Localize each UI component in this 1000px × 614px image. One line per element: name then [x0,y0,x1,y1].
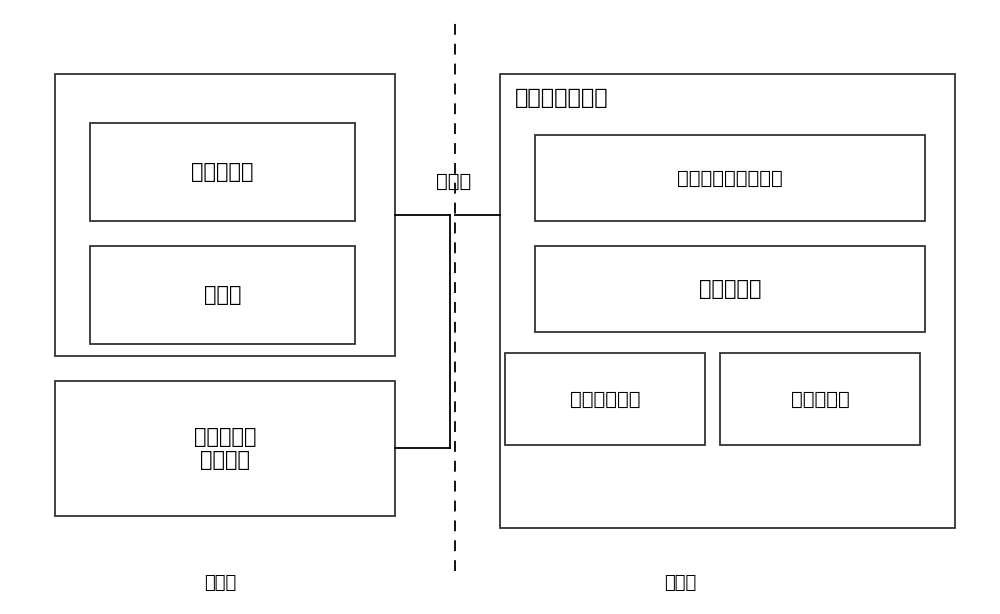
Text: 气压传感器: 气压传感器 [791,390,849,408]
Text: 数据采集处理机: 数据采集处理机 [515,88,609,108]
Text: 数据采集卡: 数据采集卡 [699,279,761,298]
Text: 空速传感器: 空速传感器 [191,162,254,182]
Bar [505,353,705,445]
Text: 轮毂罩: 轮毂罩 [204,574,236,593]
Bar [500,74,955,528]
Bar [55,381,395,516]
Bar [535,135,925,221]
Text: 陀螺仰: 陀螺仰 [204,285,241,305]
Bar [720,353,920,445]
Bar [55,74,395,356]
Text: 机舱内: 机舱内 [664,574,696,593]
Text: 温湿度传感器: 温湿度传感器 [570,390,640,408]
Bar [90,123,355,221]
Text: 数据处理和分析模块: 数据处理和分析模块 [677,169,783,187]
Text: 数据线: 数据线 [436,172,472,190]
Bar [535,246,925,332]
Bar [90,246,355,344]
Text: 一组或多组
上述设备: 一组或多组 上述设备 [194,427,256,470]
